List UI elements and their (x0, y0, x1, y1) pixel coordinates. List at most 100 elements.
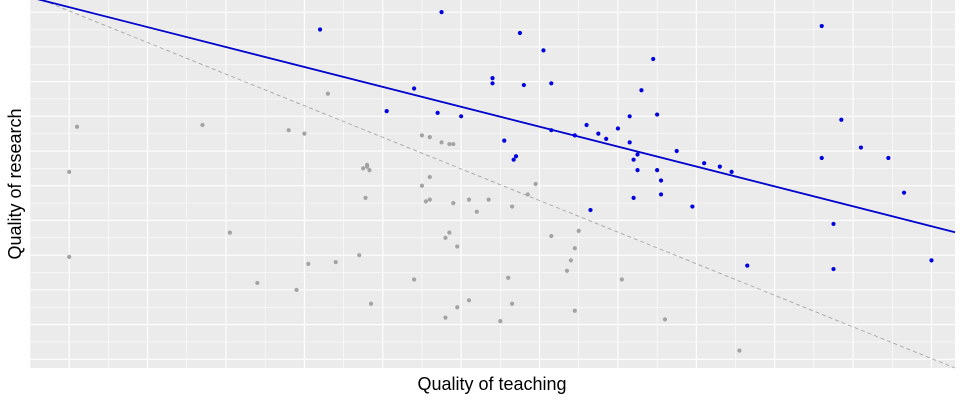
selected-point (513, 154, 519, 159)
rejected-point (363, 195, 368, 200)
selected-point (901, 190, 907, 195)
selected-point (655, 112, 660, 117)
rejected-point (466, 197, 472, 202)
rejected-point (447, 230, 452, 235)
selected-point (717, 164, 722, 169)
rejected-point (572, 308, 577, 313)
rejected-point (466, 298, 472, 303)
rejected-point (533, 181, 538, 187)
rejected-point (572, 246, 577, 251)
selected-point (572, 133, 577, 138)
rejected-point (447, 141, 452, 147)
selected-point (502, 138, 507, 143)
selected-point (745, 263, 750, 268)
rejected-point (443, 315, 448, 320)
plot-panel (30, 0, 955, 368)
rejected-point (427, 174, 432, 180)
selected-point (317, 27, 323, 32)
selected-point (886, 155, 891, 161)
selected-point (435, 110, 440, 115)
rejected-point (439, 140, 444, 145)
selected-point (819, 23, 824, 29)
selected-points (317, 10, 934, 272)
rejected-point (576, 228, 581, 233)
selected-point (729, 169, 734, 174)
diagonal-line (40, 0, 956, 369)
rejected-point (419, 133, 425, 138)
selected-point (639, 88, 644, 93)
fit-line-group (37, 0, 956, 234)
rejected-point (412, 277, 417, 282)
rejected-point (67, 169, 72, 174)
rejected-point (419, 183, 425, 188)
selected-point (596, 131, 601, 136)
selected-point (635, 152, 640, 157)
rejected-point (427, 197, 432, 202)
rejected-point (509, 301, 515, 306)
selected-point (490, 76, 495, 81)
rejected-point (509, 204, 515, 209)
rejected-point (486, 197, 491, 202)
rejected-point (427, 135, 432, 140)
rejected-point (455, 244, 460, 249)
rejected-point (506, 275, 511, 280)
selected-point (631, 157, 636, 162)
diagonal-reference-line (40, 0, 956, 369)
rejected-point (737, 348, 742, 353)
selected-point (858, 145, 864, 150)
rejected-point (325, 91, 330, 96)
selected-point (658, 192, 664, 197)
rejected-point (74, 124, 80, 129)
rejected-point (367, 168, 372, 173)
selected-point (819, 155, 824, 161)
rejected-point (286, 128, 291, 133)
rejected-point (498, 319, 503, 324)
selected-point (690, 204, 695, 209)
selected-point (412, 86, 417, 91)
rejected-point (364, 162, 370, 168)
selected-point (651, 56, 656, 62)
selected-point (702, 161, 707, 166)
x-axis-title: Quality of teaching (417, 374, 566, 394)
rejected-point (423, 199, 428, 204)
rejected-point (474, 209, 479, 214)
selected-point (615, 126, 621, 131)
selected-point (604, 136, 609, 141)
selected-point (549, 81, 554, 86)
rejected-point (564, 268, 570, 273)
rejected-point (451, 200, 456, 206)
selected-point (631, 195, 636, 200)
rejected-point (67, 254, 72, 260)
rejected-point (306, 261, 311, 266)
rejected-point (255, 280, 260, 286)
rejected-point (302, 131, 307, 136)
selected-point (831, 266, 836, 272)
selected-point (490, 81, 495, 86)
selected-point (517, 30, 523, 36)
rejected-point (227, 230, 232, 235)
rejected-point (200, 122, 205, 128)
rejected-points (67, 91, 742, 353)
rejected-point (619, 277, 624, 282)
rejected-point (525, 192, 530, 197)
rejected-point (357, 253, 362, 258)
rejected-point (361, 166, 366, 171)
selected-point (831, 221, 836, 227)
grid-lines (29, 0, 955, 368)
selected-point (658, 178, 664, 183)
rejected-point (662, 317, 668, 322)
rejected-point (455, 305, 460, 310)
selected-point (439, 10, 444, 15)
rejected-point (451, 141, 456, 147)
selected-point (929, 258, 934, 263)
selected-point (584, 122, 589, 128)
selected-point (627, 140, 632, 145)
rejected-point (443, 235, 448, 240)
selected-point (635, 168, 640, 173)
selected-point (459, 114, 464, 119)
y-axis-title: Quality of research (5, 108, 25, 259)
rejected-point (549, 233, 554, 239)
rejected-point (368, 301, 374, 306)
selected-point (655, 168, 660, 173)
